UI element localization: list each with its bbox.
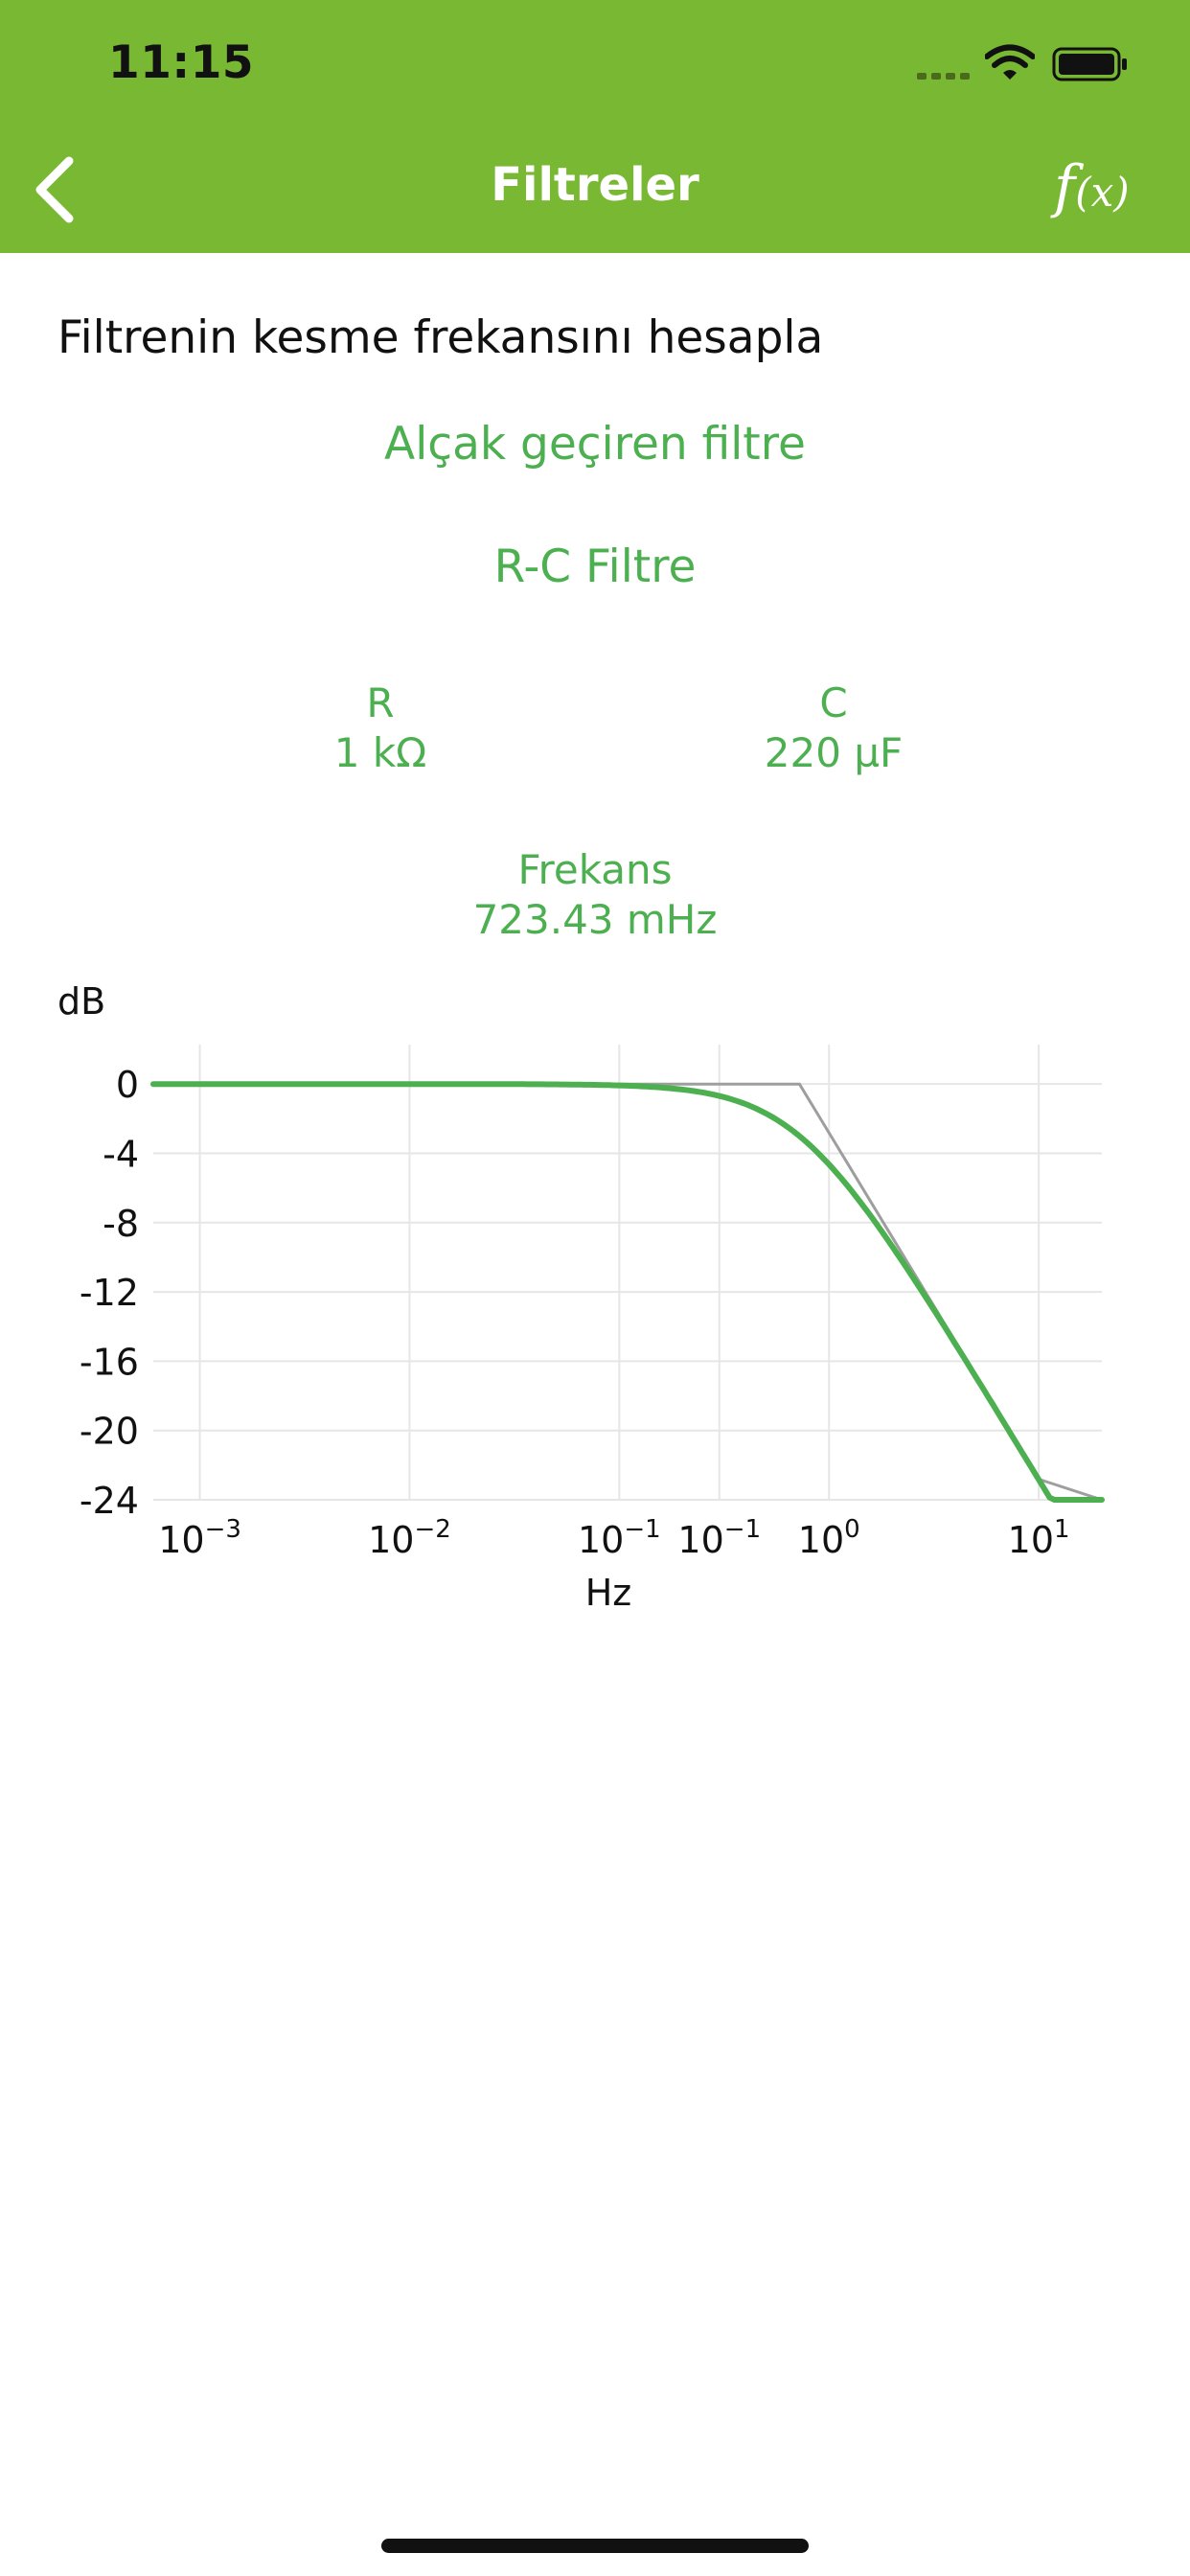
- response-curve: [150, 1081, 1105, 1503]
- header: 11:15 Filtreler f(x): [0, 0, 1190, 253]
- y-tick-label: -4: [103, 1133, 139, 1175]
- formula-button[interactable]: f(x): [1054, 153, 1140, 230]
- page-title: Filtreler: [491, 158, 699, 212]
- back-button[interactable]: [25, 151, 86, 228]
- x-tick-label: 10−1: [677, 1515, 761, 1561]
- resistance-field[interactable]: R 1 kΩ: [237, 678, 524, 778]
- filter-type-selector[interactable]: Alçak geçiren filtre: [384, 418, 806, 471]
- y-tick-label: -16: [80, 1341, 139, 1383]
- intro-text: Filtrenin kesme frekansını hesapla: [57, 311, 824, 364]
- y-axis-title: dB: [57, 980, 105, 1023]
- y-tick-label: -20: [80, 1411, 139, 1453]
- filter-variant-selector[interactable]: R-C Filtre: [493, 540, 697, 593]
- home-indicator[interactable]: [381, 2539, 809, 2553]
- formula-icon-x: (x): [1075, 169, 1130, 216]
- frequency-result: Frekans 723.43 mHz: [451, 845, 739, 945]
- status-time: 11:15: [108, 36, 255, 89]
- resistance-label: R: [366, 679, 395, 726]
- frequency-response-chart: 0 -4 -8 -12 -16 -20 -24 10−3 10−2 10−1 10−1 100 101 d…: [57, 980, 1105, 1614]
- y-tick-label: 0: [116, 1064, 139, 1106]
- frequency-value: 723.43 mHz: [472, 896, 718, 943]
- capacitance-label: C: [819, 679, 848, 726]
- y-tick-label: -24: [80, 1480, 139, 1522]
- frequency-label: Frekans: [517, 846, 673, 893]
- x-tick-label: 10−1: [578, 1515, 661, 1561]
- capacitance-value: 220 µF: [764, 729, 904, 776]
- x-tick-label: 100: [798, 1515, 860, 1561]
- y-tick-label: -8: [103, 1203, 139, 1245]
- resistance-value: 1 kΩ: [333, 729, 427, 776]
- capacitance-field[interactable]: C 220 µF: [690, 678, 977, 778]
- x-tick-label: 10−2: [368, 1515, 451, 1561]
- x-tick-label: 101: [1008, 1515, 1070, 1561]
- formula-icon-f: f: [1054, 153, 1076, 220]
- x-tick-label: 10−3: [158, 1515, 241, 1561]
- wifi-icon: [985, 44, 1035, 80]
- y-tick-label: -12: [80, 1272, 139, 1314]
- signal-icon: [917, 73, 970, 80]
- battery-icon: [1052, 47, 1127, 81]
- x-axis-title: Hz: [585, 1572, 632, 1614]
